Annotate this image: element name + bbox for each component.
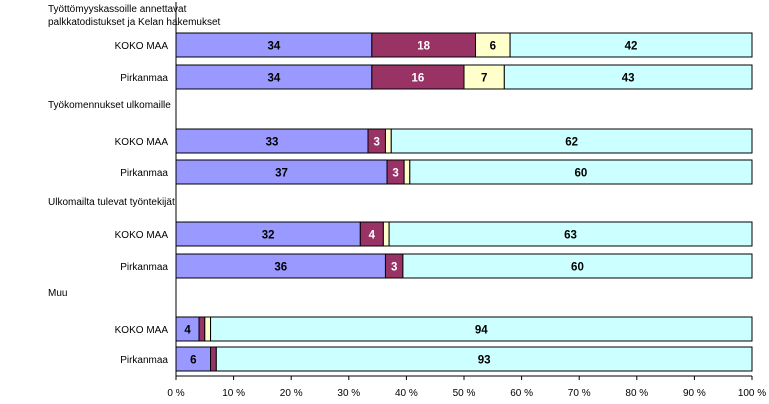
bar-segment bbox=[390, 128, 753, 154]
data-label: 63 bbox=[564, 230, 577, 242]
x-tick-label: 60 % bbox=[510, 388, 533, 399]
bar-segment bbox=[382, 221, 390, 247]
data-label: 93 bbox=[478, 355, 491, 367]
row-label: KOKO MAA bbox=[115, 230, 169, 241]
data-label: 60 bbox=[575, 168, 588, 180]
x-tick-label: 0 % bbox=[167, 388, 184, 399]
data-label: 3 bbox=[374, 137, 380, 149]
bar-segment bbox=[371, 64, 465, 90]
group-title: Muu bbox=[48, 288, 67, 299]
data-label: 32 bbox=[262, 230, 275, 242]
bar-segment bbox=[388, 221, 753, 247]
group-title: Ulkomailta tulevat työntekijät bbox=[48, 197, 175, 208]
bar-segment bbox=[371, 32, 477, 58]
bar-segment bbox=[175, 64, 373, 90]
x-tick-label: 10 % bbox=[222, 388, 245, 399]
bar-segment bbox=[198, 316, 206, 342]
x-tick-label: 100 % bbox=[738, 388, 766, 399]
row-label: KOKO MAA bbox=[115, 41, 169, 52]
x-tick-label: 50 % bbox=[453, 388, 476, 399]
data-label: 3 bbox=[391, 262, 397, 274]
bar-segment bbox=[384, 128, 392, 154]
row-label: KOKO MAA bbox=[115, 325, 169, 336]
data-label: 18 bbox=[417, 41, 430, 53]
x-tick-label: 80 % bbox=[625, 388, 648, 399]
bar-segment bbox=[210, 346, 217, 372]
bar-segment bbox=[402, 253, 753, 279]
data-label: 3 bbox=[392, 168, 398, 180]
bar-segment bbox=[215, 346, 753, 372]
group-title: Työttömyyskassoille annettavat bbox=[48, 4, 187, 15]
data-label: 34 bbox=[268, 73, 281, 85]
row-label: Pirkanmaa bbox=[120, 355, 168, 366]
x-tick-label: 30 % bbox=[337, 388, 360, 399]
row-label: KOKO MAA bbox=[115, 137, 169, 148]
bar-segment bbox=[463, 64, 505, 90]
bar-segment bbox=[403, 159, 411, 185]
bar-segment bbox=[509, 32, 753, 58]
data-label: 33 bbox=[266, 137, 279, 149]
bar-segment bbox=[210, 316, 753, 342]
data-label: 60 bbox=[571, 262, 584, 274]
group-title: palkkatodistukset ja Kelan hakemukset bbox=[48, 17, 221, 28]
bar-segment bbox=[175, 346, 212, 372]
data-label: 16 bbox=[412, 73, 425, 85]
data-label: 7 bbox=[481, 73, 487, 85]
data-label: 6 bbox=[190, 355, 196, 367]
bar-segment bbox=[175, 159, 388, 185]
x-tick-label: 40 % bbox=[395, 388, 418, 399]
bar-segment bbox=[503, 64, 753, 90]
data-label: 43 bbox=[622, 73, 635, 85]
row-label: Pirkanmaa bbox=[120, 168, 168, 179]
data-label: 4 bbox=[184, 325, 191, 337]
bar-segment bbox=[204, 316, 212, 342]
x-tick-label: 70 % bbox=[568, 388, 591, 399]
row-label: Pirkanmaa bbox=[120, 262, 168, 273]
group-title: Työkomennukset ulkomaille bbox=[48, 100, 171, 111]
bar-segment bbox=[409, 159, 753, 185]
data-label: 4 bbox=[369, 230, 376, 242]
data-label: 62 bbox=[565, 137, 578, 149]
data-label: 6 bbox=[490, 41, 496, 53]
data-label: 34 bbox=[268, 41, 281, 53]
bar-segment bbox=[175, 253, 386, 279]
x-tick-label: 90 % bbox=[683, 388, 706, 399]
bar-segment bbox=[175, 128, 369, 154]
data-label: 42 bbox=[625, 41, 638, 53]
data-label: 37 bbox=[275, 168, 288, 180]
bar-segment bbox=[475, 32, 511, 58]
x-tick-label: 20 % bbox=[280, 388, 303, 399]
row-label: Pirkanmaa bbox=[120, 73, 168, 84]
data-label: 36 bbox=[274, 262, 287, 274]
data-label: 94 bbox=[475, 325, 488, 337]
